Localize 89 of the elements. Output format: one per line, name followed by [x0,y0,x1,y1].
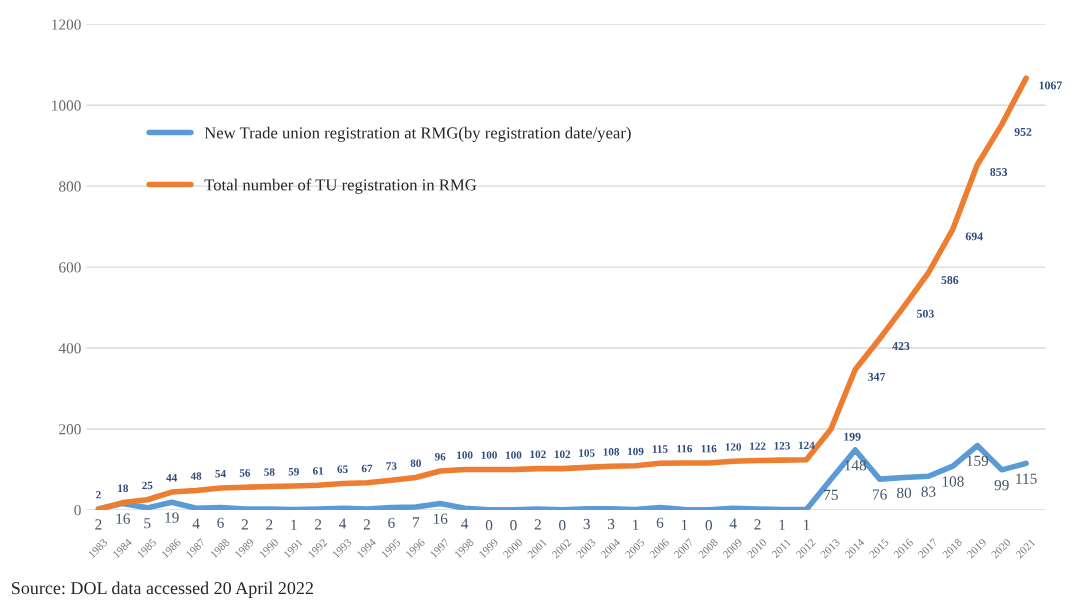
legend-label: Total number of TU registration in RMG [204,178,477,194]
data-label: 61 [312,467,324,475]
data-label: 108 [603,448,620,456]
data-label: 2 [363,519,370,530]
data-label: 18 [118,484,129,493]
data-label: 4 [192,518,200,529]
y-tick-label: 400 [58,343,81,354]
data-label: 0 [559,520,566,531]
y-tick-label: 1200 [52,19,81,30]
data-label: 7 [413,517,420,528]
data-label: 1 [803,519,810,530]
data-label: 75 [824,489,838,500]
data-label: 199 [844,432,861,441]
data-label: 1 [633,519,639,530]
data-label: 115 [1016,473,1037,484]
data-label: 65 [337,465,348,473]
data-label: 0 [510,520,517,531]
data-label: 4 [729,518,737,529]
data-label: 58 [264,468,275,476]
source-note: Source: DOL data accessed 20 April 2022 [11,581,313,598]
data-label: 59 [288,467,299,476]
data-label: 80 [410,459,421,467]
data-label: 2 [534,519,541,530]
data-label: 16 [433,513,448,524]
data-label: 1 [779,519,785,530]
y-tick-label: 200 [59,424,81,435]
data-label: 3 [583,518,590,530]
data-label: 109 [628,447,644,456]
data-label: 423 [892,342,910,350]
x-tick-label: 2011 [771,538,792,559]
data-label: 503 [917,309,934,318]
data-label: 0 [485,520,493,531]
data-label: 853 [990,168,1008,176]
data-label: 3 [608,518,615,530]
data-label: 0 [705,520,712,531]
data-label: 16 [116,513,131,524]
data-label: 105 [579,449,595,457]
data-label: 123 [774,442,790,450]
legend-label: New Trade union registration at RMG(by registration date/year) [204,126,631,142]
data-label: 76 [873,489,887,500]
data-label: 694 [965,232,983,241]
data-label: 19 [165,512,179,523]
data-label: 148 [845,460,867,471]
data-label: 1 [291,519,297,530]
y-tick-label: 1000 [52,100,81,111]
data-label: 100 [506,451,522,459]
data-label: 80 [897,487,912,498]
data-label: 159 [967,455,989,467]
data-label: 96 [434,452,446,461]
data-label: 83 [921,486,936,497]
data-label: 952 [1014,127,1032,136]
data-label: 1 [681,519,688,530]
y-tick-label: 800 [59,181,81,192]
data-label: 586 [941,276,959,285]
data-label: 44 [166,474,178,482]
data-label: 124 [798,441,815,449]
data-label: 4 [461,518,469,529]
data-label: 6 [217,517,224,528]
data-label: 2 [315,519,322,530]
data-label: 6 [388,517,395,528]
data-label: 67 [361,464,373,473]
data-label: 1067 [1039,81,1062,90]
data-label: 120 [725,443,742,451]
data-label: 347 [868,372,886,381]
data-label: 2 [266,519,273,530]
y-tick-label: 600 [59,262,81,273]
data-label: 100 [481,451,497,459]
data-label: 102 [554,450,571,459]
data-label: 56 [239,469,251,477]
y-tick-label: 0 [74,505,81,516]
data-label: 4 [339,518,347,529]
data-label: 122 [750,442,766,450]
data-label: 73 [386,462,397,470]
data-label: 108 [942,476,964,487]
data-label: 54 [215,470,226,478]
data-label: 100 [457,451,473,459]
data-label: 2 [95,519,102,530]
data-label: 2 [754,519,761,530]
data-label: 102 [530,450,546,459]
data-label: 116 [677,444,693,453]
data-label: 5 [144,518,151,529]
data-label: 116 [701,444,717,453]
data-label: 25 [142,481,153,490]
data-label: 2 [241,519,248,530]
data-label: 48 [190,472,202,480]
data-label: 2 [96,491,101,499]
data-label: 115 [652,445,668,453]
data-label: 6 [656,517,664,528]
data-label: 99 [994,480,1009,491]
